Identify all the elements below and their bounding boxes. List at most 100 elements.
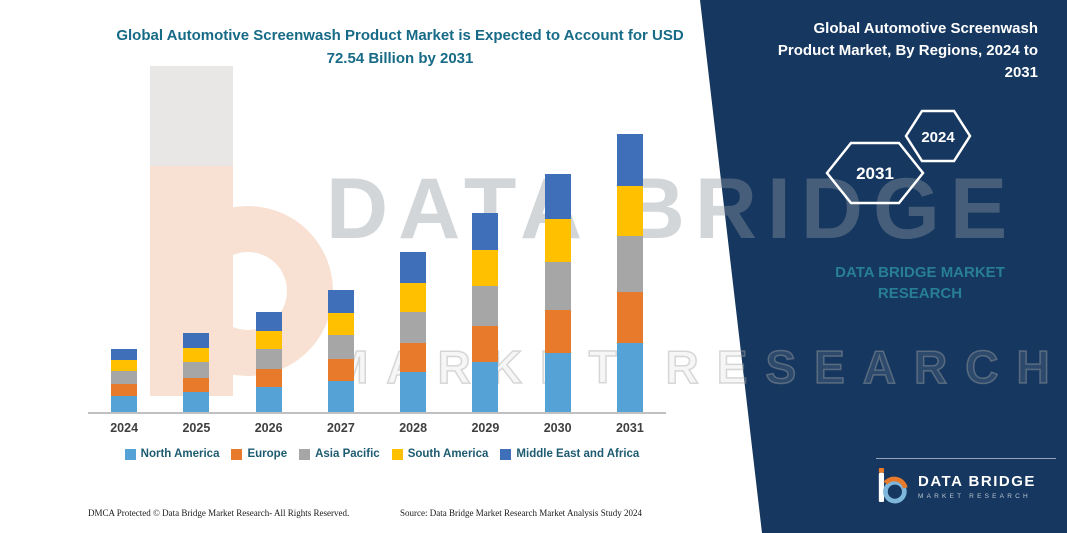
footer-dmca-text: DMCA Protected © Data Bridge Market Rese…: [88, 508, 350, 518]
segment-south-america-2025: [183, 347, 210, 362]
legend-swatch-south-america: [391, 448, 403, 460]
legend-label-south-america: South America: [407, 448, 489, 460]
x-axis-label-2026: 2026: [254, 421, 283, 435]
legend-item-asia-pacific: Asia Pacific: [299, 448, 380, 460]
chart-bar-2026: [255, 312, 282, 412]
brand-name: DATA BRIDGE: [918, 472, 1036, 490]
chart-bar-2028: [400, 252, 427, 412]
chart-bar-2031: [616, 134, 643, 412]
segment-north-america-2030: [544, 352, 571, 412]
hexagon-2024: [904, 109, 972, 163]
chart-bar-2029: [472, 212, 499, 412]
bar-slot-2027: [305, 290, 377, 412]
legend-item-north-america: North America: [124, 448, 220, 460]
segment-middle-east-and-africa-2030: [544, 174, 571, 220]
right-panel-background: [700, 0, 1067, 533]
segment-asia-pacific-2031: [616, 236, 643, 293]
segment-north-america-2026: [255, 387, 282, 412]
segment-europe-2028: [400, 343, 427, 373]
segment-middle-east-and-africa-2025: [183, 332, 210, 348]
chart-bar-2025: [183, 332, 210, 412]
legend-swatch-europe: [231, 448, 243, 460]
segment-middle-east-and-africa-2027: [327, 290, 354, 314]
segment-europe-2029: [472, 326, 499, 363]
legend-swatch-asia-pacific: [299, 448, 311, 460]
data-bridge-logo-icon: [878, 468, 908, 504]
x-axis-label-2030: 2030: [543, 421, 572, 435]
watermark-logo: [95, 58, 345, 433]
segment-europe-2026: [255, 369, 282, 388]
legend-swatch-north-america: [124, 448, 136, 460]
segment-south-america-2029: [472, 250, 499, 287]
segment-south-america-2026: [255, 331, 282, 350]
segment-north-america-2025: [183, 392, 210, 412]
legend-label-north-america: North America: [140, 448, 220, 460]
chart-bar-2024: [111, 349, 138, 412]
legend-item-south-america: South America: [391, 448, 489, 460]
x-axis-label-2028: 2028: [399, 421, 428, 435]
page-title: Global Automotive Screenwash Product Mar…: [116, 27, 684, 68]
legend-item-europe: Europe: [231, 448, 287, 460]
segment-asia-pacific-2026: [255, 349, 282, 370]
segment-north-america-2027: [327, 381, 354, 412]
bar-slot-2031: [594, 134, 666, 412]
segment-north-america-2024: [111, 395, 138, 412]
segment-europe-2030: [544, 309, 571, 353]
segment-north-america-2031: [616, 342, 643, 412]
watermark-logo-slab-gray: [150, 66, 233, 166]
logo-divider-line: [876, 458, 1056, 459]
segment-europe-2027: [327, 359, 354, 382]
chart-plot-area: [88, 112, 666, 414]
segment-europe-2031: [616, 292, 643, 343]
bar-slot-2028: [377, 252, 449, 412]
segment-north-america-2028: [400, 372, 427, 412]
legend-label-asia-pacific: Asia Pacific: [315, 448, 380, 460]
bar-slot-2030: [522, 174, 594, 412]
chart-bar-2027: [327, 290, 354, 412]
segment-north-america-2029: [472, 362, 499, 412]
footer-source-text: Source: Data Bridge Market Research Mark…: [400, 508, 642, 518]
segment-asia-pacific-2029: [472, 286, 499, 327]
hexagon-2031-label: 2031: [856, 164, 894, 183]
right-panel-title: Global Automotive Screenwash Product Mar…: [777, 20, 1038, 81]
segment-south-america-2024: [111, 359, 138, 372]
segment-asia-pacific-2030: [544, 262, 571, 310]
x-axis-label-2024: 2024: [110, 421, 139, 435]
chart-legend: North America Europe Asia Pacific South Ame…: [82, 448, 682, 460]
legend-label-europe: Europe: [247, 448, 288, 460]
brand-subtitle: MARKET RESEARCH: [918, 492, 1031, 500]
segment-middle-east-and-africa-2028: [400, 252, 427, 283]
segment-europe-2025: [183, 377, 210, 393]
legend-label-middle-east-and-africa: Middle East and Africa: [516, 448, 640, 460]
x-axis-label-2029: 2029: [471, 421, 500, 435]
segment-south-america-2031: [616, 186, 643, 237]
segment-asia-pacific-2028: [400, 311, 427, 344]
segment-asia-pacific-2025: [183, 361, 210, 378]
x-axis-labels: 2024 2025 2026 2027 2028 2029 2030 2031: [88, 414, 666, 435]
segment-south-america-2030: [544, 219, 571, 263]
segment-middle-east-and-africa-2026: [255, 312, 282, 332]
segment-south-america-2028: [400, 282, 427, 312]
x-axis-label-2031: 2031: [615, 421, 644, 435]
chart-bar-2030: [544, 174, 571, 412]
watermark-text-data-bridge: DATA BRIDGE: [326, 161, 1018, 257]
bar-slot-2026: [233, 312, 305, 412]
segment-middle-east-and-africa-2024: [111, 349, 138, 360]
segment-asia-pacific-2027: [327, 334, 354, 360]
bar-slot-2029: [449, 212, 521, 412]
x-axis-label-2025: 2025: [182, 421, 211, 435]
segment-middle-east-and-africa-2029: [472, 212, 499, 251]
bar-slot-2025: [160, 332, 232, 412]
panel-brand-text: DATA BRIDGE MARKET RESEARCH: [835, 264, 1005, 302]
stacked-bar-chart: 2024 2025 2026 2027 2028 2029 2030 2031 North A…: [88, 112, 666, 460]
segment-south-america-2027: [327, 313, 354, 335]
legend-item-middle-east-and-africa: Middle East and Africa: [500, 448, 639, 460]
brand-logo: DATA BRIDGE MARKET RESEARCH: [876, 458, 1060, 506]
segment-europe-2024: [111, 384, 138, 396]
segment-asia-pacific-2024: [111, 371, 138, 385]
x-axis-label-2027: 2027: [326, 421, 355, 435]
hexagon-2031: [825, 141, 925, 205]
year-badges: 2031 2024: [825, 109, 972, 205]
bar-slot-2024: [88, 349, 160, 412]
